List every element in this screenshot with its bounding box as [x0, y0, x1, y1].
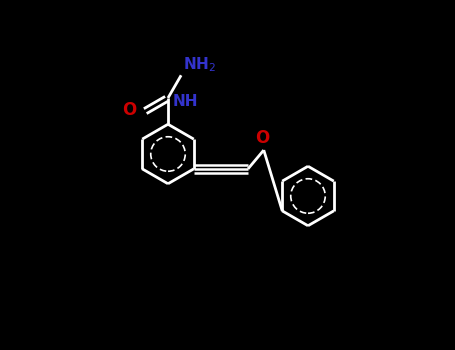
Text: O: O [255, 128, 269, 147]
Text: O: O [122, 101, 137, 119]
Text: NH$_2$: NH$_2$ [183, 55, 216, 74]
Text: NH: NH [172, 94, 198, 109]
